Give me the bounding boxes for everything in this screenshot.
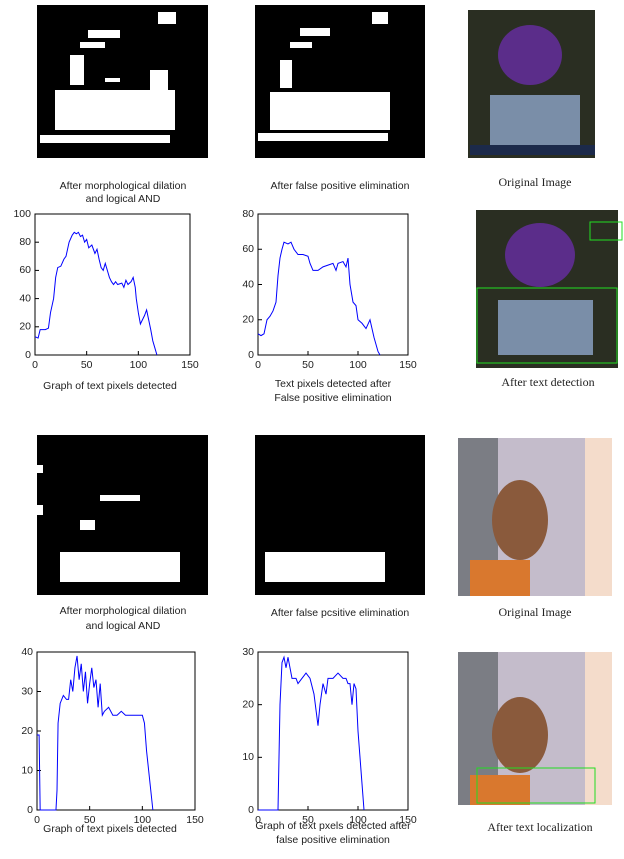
caption: After text detection	[501, 375, 594, 389]
x-tick-label: 0	[32, 359, 38, 371]
photo	[476, 210, 622, 368]
y-tick-label: 40	[19, 292, 31, 304]
caption: and logical AND	[86, 193, 161, 205]
caption: Graph of text pixels detected	[43, 823, 177, 835]
data-line	[258, 657, 364, 810]
plot-frame	[35, 214, 190, 355]
caption: Text pixels detected after	[275, 378, 392, 390]
caption: After morphological dilation	[60, 605, 187, 617]
y-tick-label: 0	[27, 804, 33, 816]
caption: Graph of text pxels detected after	[255, 820, 411, 832]
y-tick-label: 20	[242, 698, 254, 710]
x-tick-label: 150	[399, 359, 417, 371]
y-tick-label: 40	[21, 646, 33, 658]
y-tick-label: 10	[21, 764, 33, 776]
binary-image	[255, 435, 425, 595]
y-tick-label: 20	[21, 725, 33, 737]
photo	[458, 438, 612, 596]
x-tick-label: 150	[181, 359, 199, 371]
data-line	[35, 232, 157, 355]
caption: After morphological dilation	[60, 180, 187, 192]
plot-frame	[258, 214, 408, 355]
y-tick-label: 0	[25, 349, 31, 361]
figure: After morphological dilation and logical…	[0, 0, 624, 859]
y-tick-label: 60	[19, 264, 31, 276]
caption: and logical AND	[86, 620, 161, 632]
caption: False positive elimination	[274, 392, 391, 404]
y-tick-label: 0	[248, 804, 254, 816]
y-tick-label: 20	[19, 321, 31, 333]
plot-frame	[258, 652, 408, 810]
caption: Graph of text pixels detected	[43, 380, 177, 392]
y-tick-label: 30	[242, 646, 254, 658]
y-tick-label: 60	[242, 243, 254, 255]
x-tick-label: 150	[186, 814, 204, 826]
data-line	[37, 656, 153, 810]
x-tick-label: 100	[130, 359, 148, 371]
y-tick-label: 0	[248, 349, 254, 361]
x-tick-label: 100	[349, 359, 367, 371]
y-tick-label: 80	[19, 236, 31, 248]
binary-image	[37, 5, 208, 158]
caption: Original Image	[499, 175, 572, 189]
y-tick-label: 10	[242, 751, 254, 763]
caption: Original Image	[499, 605, 572, 619]
binary-image	[255, 5, 425, 158]
y-tick-label: 30	[21, 685, 33, 697]
y-tick-label: 20	[242, 314, 254, 326]
x-tick-label: 0	[34, 814, 40, 826]
y-tick-label: 80	[242, 208, 254, 220]
caption: After text localization	[487, 820, 592, 834]
plot-frame	[37, 652, 195, 810]
photo	[468, 10, 595, 158]
caption: After false pcsitive elimination	[271, 607, 409, 619]
y-tick-label: 40	[242, 278, 254, 290]
x-tick-label: 50	[81, 359, 93, 371]
binary-image	[37, 435, 208, 595]
data-line	[258, 242, 380, 355]
x-tick-label: 50	[302, 359, 314, 371]
photo	[458, 652, 612, 805]
y-tick-label: 100	[13, 208, 31, 220]
caption: After false positive elimination	[271, 180, 410, 192]
caption: false positive elimination	[276, 834, 390, 846]
x-tick-label: 0	[255, 359, 261, 371]
